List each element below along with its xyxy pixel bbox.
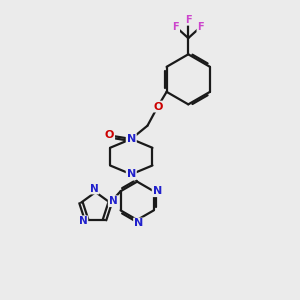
Text: O: O	[105, 130, 114, 140]
Text: N: N	[79, 216, 87, 226]
Text: N: N	[134, 218, 143, 229]
Text: N: N	[90, 184, 98, 194]
Text: N: N	[127, 169, 136, 179]
Text: O: O	[153, 102, 163, 112]
Text: N: N	[109, 196, 117, 206]
Text: F: F	[185, 15, 192, 25]
Text: F: F	[172, 22, 179, 32]
Text: N: N	[127, 134, 136, 144]
Text: N: N	[153, 186, 162, 196]
Text: F: F	[197, 22, 204, 32]
